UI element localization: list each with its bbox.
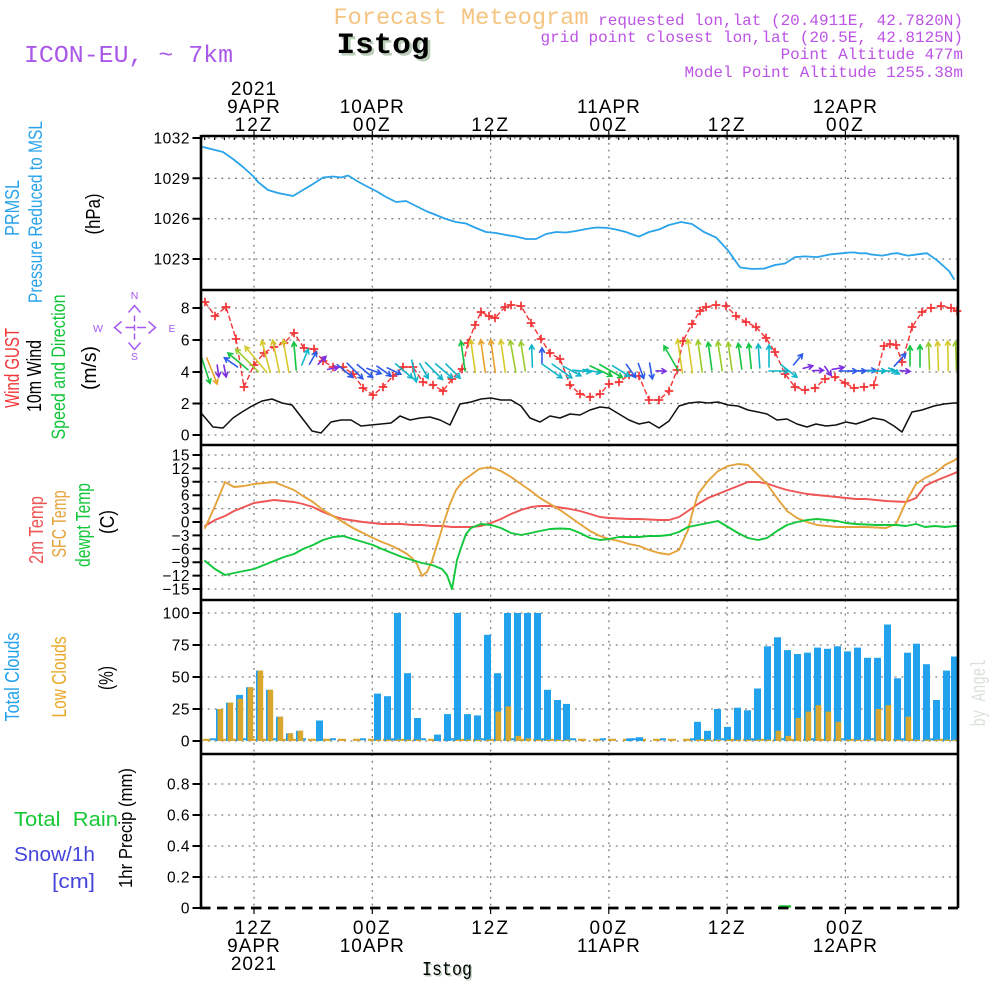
svg-text:12Z: 12Z <box>708 918 747 939</box>
svg-text:00Z: 00Z <box>353 115 392 136</box>
svg-text:12: 12 <box>172 461 190 478</box>
svg-text:S: S <box>131 351 138 363</box>
svg-text:11APR: 11APR <box>577 936 641 957</box>
svg-text:[cm]: [cm] <box>52 871 95 893</box>
svg-text:8: 8 <box>181 301 190 318</box>
svg-text:0.4: 0.4 <box>167 839 190 856</box>
svg-text:dewpt Temp: dewpt Temp <box>73 483 95 567</box>
svg-text:50: 50 <box>172 670 190 687</box>
svg-text:W: W <box>93 323 103 335</box>
svg-text:0: 0 <box>181 515 190 532</box>
svg-text:E: E <box>168 323 175 335</box>
svg-text:N: N <box>131 290 139 302</box>
svg-text:SFC Temp: SFC Temp <box>49 491 71 558</box>
svg-text:0: 0 <box>181 734 190 751</box>
svg-text:−12: −12 <box>162 568 190 585</box>
svg-text:10m Wind: 10m Wind <box>24 340 46 412</box>
svg-text:(C): (C) <box>97 510 119 534</box>
svg-text:12APR: 12APR <box>813 936 878 957</box>
svg-text:Wind GUST: Wind GUST <box>2 328 24 408</box>
svg-text:ICON-EU, ~ 7km: ICON-EU, ~ 7km <box>24 43 233 70</box>
svg-text:2: 2 <box>181 396 190 413</box>
svg-text:0: 0 <box>181 901 190 918</box>
svg-text:2m Temp: 2m Temp <box>26 496 48 564</box>
svg-text:00Z: 00Z <box>590 115 629 136</box>
svg-text:Total Rain: Total Rain <box>14 809 118 831</box>
svg-text:0.2: 0.2 <box>167 870 190 887</box>
svg-text:9: 9 <box>181 474 190 491</box>
svg-text:PRMSL: PRMSL <box>2 180 24 236</box>
svg-text:11APR: 11APR <box>577 97 641 118</box>
svg-text:(hPa): (hPa) <box>83 194 105 235</box>
svg-text:12Z: 12Z <box>235 918 274 939</box>
svg-text:grid point closest lon,lat (20: grid point closest lon,lat (20.5E, 42.81… <box>541 29 963 47</box>
svg-text:Istog: Istog <box>422 959 472 981</box>
svg-text:(%): (%) <box>96 666 118 690</box>
svg-text:Forecast Meteogram: Forecast Meteogram <box>334 5 589 32</box>
svg-text:10APR: 10APR <box>340 97 405 118</box>
svg-text:1hr Precip (mm): 1hr Precip (mm) <box>116 768 136 888</box>
svg-text:1032: 1032 <box>154 131 190 148</box>
svg-text:00Z: 00Z <box>353 918 392 939</box>
svg-text:by Angel: by Angel <box>969 660 992 727</box>
svg-text:1029: 1029 <box>154 171 190 188</box>
svg-text:12Z: 12Z <box>235 115 274 136</box>
svg-text:00Z: 00Z <box>826 115 865 136</box>
svg-text:−6: −6 <box>171 541 190 558</box>
svg-text:75: 75 <box>172 638 190 655</box>
svg-text:Total Clouds: Total Clouds <box>2 633 24 722</box>
svg-text:00Z: 00Z <box>826 918 865 939</box>
svg-text:6: 6 <box>181 488 190 505</box>
svg-text:12Z: 12Z <box>471 115 510 136</box>
svg-text:6: 6 <box>181 333 190 350</box>
svg-text:100: 100 <box>163 606 190 623</box>
svg-text:−3: −3 <box>171 528 190 545</box>
svg-text:12Z: 12Z <box>471 918 510 939</box>
svg-text:Low Clouds: Low Clouds <box>49 637 71 718</box>
svg-text:0: 0 <box>181 428 190 445</box>
svg-text:4: 4 <box>181 365 190 382</box>
svg-text:10APR: 10APR <box>340 936 405 957</box>
svg-text:Istog: Istog <box>337 29 430 63</box>
svg-text:12APR: 12APR <box>813 97 878 118</box>
svg-text:1023: 1023 <box>154 252 190 269</box>
svg-text:00Z: 00Z <box>590 918 629 939</box>
svg-text:2021: 2021 <box>231 954 277 975</box>
svg-text:Point Altitude 477m: Point Altitude 477m <box>781 46 963 64</box>
svg-text:−9: −9 <box>171 555 190 572</box>
svg-text:2021: 2021 <box>231 79 277 100</box>
svg-text:Speed and Direction: Speed and Direction <box>49 295 70 440</box>
svg-text:Model Point Altitude 1255.38m: Model Point Altitude 1255.38m <box>685 64 963 82</box>
svg-text:Snow/1h: Snow/1h <box>14 844 95 866</box>
svg-text:12Z: 12Z <box>708 115 747 136</box>
svg-text:Pressure Reduced to MSL: Pressure Reduced to MSL <box>26 121 47 303</box>
svg-text:0.6: 0.6 <box>167 808 190 825</box>
svg-text:3: 3 <box>181 501 190 518</box>
svg-text:25: 25 <box>172 702 190 719</box>
svg-text:requested lon,lat (20.4911E, 4: requested lon,lat (20.4911E, 42.7820N) <box>598 12 963 30</box>
svg-text:15: 15 <box>172 448 190 465</box>
svg-text:(m/s): (m/s) <box>79 346 101 390</box>
svg-text:−15: −15 <box>162 582 190 599</box>
svg-text:0.8: 0.8 <box>167 777 190 794</box>
svg-text:9APR: 9APR <box>227 936 281 957</box>
svg-text:1026: 1026 <box>154 211 190 228</box>
svg-text:9APR: 9APR <box>227 97 281 118</box>
